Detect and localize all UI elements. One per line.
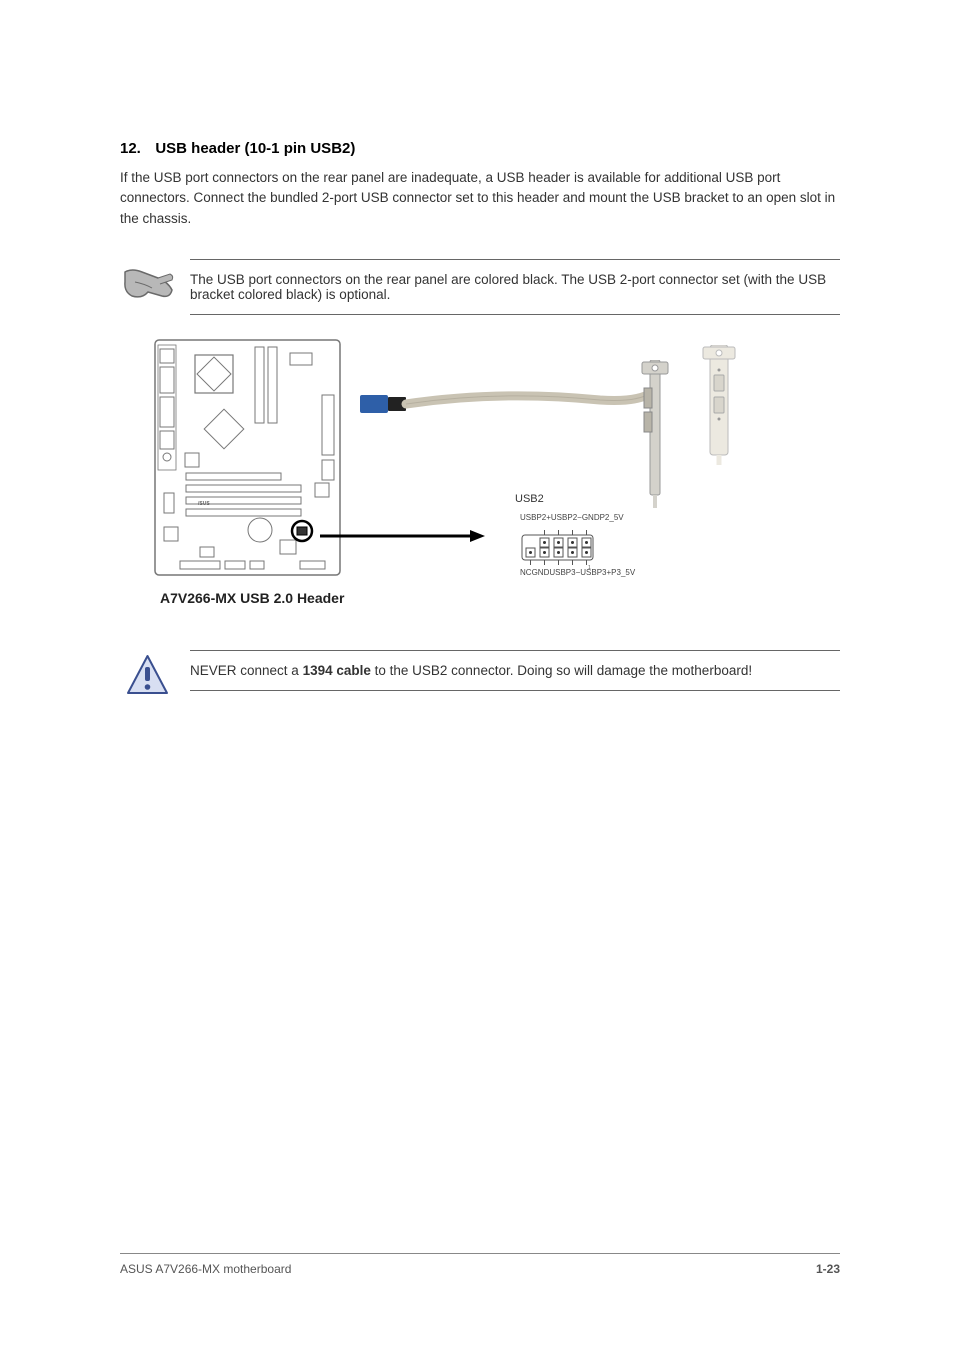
- section-title: USB header (10-1 pin USB2): [155, 140, 355, 157]
- usb-cable-illustration: [360, 360, 690, 510]
- pin-label: NC: [520, 568, 532, 577]
- svg-text:/SUS: /SUS: [198, 501, 210, 507]
- pin-labels-bottom: NC GND USBP3− USBP3+ P3_5V: [520, 568, 595, 577]
- section-number: 12.: [120, 140, 141, 157]
- pin-label: USBP2−: [551, 513, 582, 522]
- hand-pointing-icon: [120, 264, 175, 309]
- figure-area: /SUS: [120, 335, 840, 615]
- usb-bracket-illustration: [695, 345, 740, 465]
- note-text: The USB port connectors on the rear pane…: [190, 272, 826, 302]
- header-label: USB2: [515, 493, 544, 505]
- note-rule: [190, 314, 840, 315]
- caution-block: NEVER connect a 1394 cable to the USB2 c…: [120, 650, 840, 691]
- pin-label: GND: [532, 568, 550, 577]
- figure-caption: A7V266-MX USB 2.0 Header: [160, 590, 344, 606]
- pin-label: USBP2+: [520, 513, 551, 522]
- note-block: The USB port connectors on the rear pane…: [120, 259, 840, 315]
- footer-left: ASUS A7V266-MX motherboard: [120, 1262, 291, 1276]
- caution-rule: [190, 650, 840, 651]
- pin-label: P3_5V: [611, 568, 635, 577]
- caution-text-2: to the USB2 connector. Doing so will dam…: [371, 663, 752, 678]
- pin-label: USBP3+: [580, 568, 611, 577]
- pin-label: P2_5V: [600, 513, 624, 522]
- footer-page-number: 1-23: [816, 1262, 840, 1276]
- caution-bold: 1394 cable: [303, 663, 371, 678]
- pin-header-diagram: 1: [520, 525, 595, 570]
- caution-content: NEVER connect a 1394 cable to the USB2 c…: [190, 663, 840, 678]
- motherboard-diagram: /SUS: [150, 335, 345, 580]
- pin-label: GND: [582, 513, 600, 522]
- caution-rule: [190, 690, 840, 691]
- caution-text-1: NEVER connect a: [190, 663, 303, 678]
- page-content: 12. USB header (10-1 pin USB2) If the US…: [120, 140, 840, 691]
- section-paragraph: If the USB port connectors on the rear p…: [120, 168, 840, 229]
- pin-labels-top: USBP2+ USBP2− GND P2_5V: [520, 513, 595, 522]
- pin-label: USBP3−: [549, 568, 580, 577]
- section-heading: 12. USB header (10-1 pin USB2): [120, 140, 840, 158]
- note-rule: [190, 259, 840, 260]
- note-content: The USB port connectors on the rear pane…: [190, 272, 840, 302]
- caution-triangle-icon: [125, 653, 170, 698]
- arrow-icon: [320, 530, 485, 542]
- page-footer: ASUS A7V266-MX motherboard 1-23: [120, 1253, 840, 1276]
